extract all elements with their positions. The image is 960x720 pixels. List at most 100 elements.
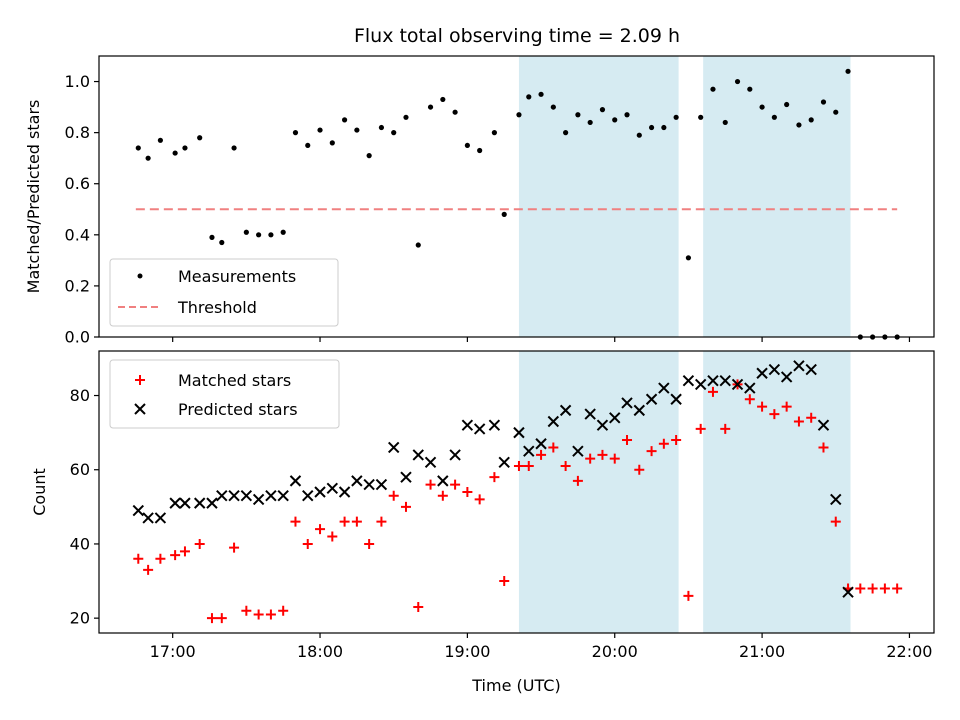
predicted-point: [830, 493, 842, 506]
measurement-point: [219, 239, 225, 246]
x-axis-label: Time (UTC): [471, 676, 560, 695]
predicted-point: [621, 397, 633, 409]
measurement-point: [685, 255, 692, 261]
measurement-point: [145, 155, 151, 161]
matched-point: [376, 516, 387, 527]
predicted-point: [817, 419, 830, 431]
measurement-point: [673, 114, 679, 120]
predicted-point: [400, 471, 412, 483]
predicted-point: [498, 456, 510, 469]
matched-point: [830, 516, 841, 527]
legend-predicted-marker: [134, 403, 146, 415]
predicted-point: [132, 504, 145, 517]
measurement-point: [243, 229, 249, 235]
measurement-point: [538, 91, 544, 97]
predicted-point: [473, 423, 486, 435]
legend-predicted-label: Predicted stars: [178, 400, 298, 419]
legend-measurements-label: Measurements: [178, 267, 296, 286]
measurement-point: [440, 96, 446, 103]
matched-point: [278, 605, 289, 616]
measurement-point: [624, 112, 630, 118]
matched-point: [229, 542, 240, 553]
predicted-point: [363, 478, 375, 491]
bottom-legend: Matched stars Predicted stars: [109, 359, 340, 429]
matched-point: [194, 538, 205, 549]
measurement-point: [516, 112, 522, 118]
bottom-ytick-label: 40: [70, 534, 90, 553]
measurement-point: [612, 117, 618, 123]
top-y-axis-label: Matched/Predicted stars: [24, 100, 43, 294]
measurement-point: [157, 137, 163, 143]
predicted-points: [132, 360, 854, 598]
matched-point: [413, 602, 424, 613]
measurement-point: [317, 127, 323, 133]
matched-point: [364, 538, 375, 549]
predicted-point: [461, 419, 474, 431]
predicted-point: [768, 363, 781, 376]
measurement-point: [427, 104, 434, 110]
xtick-label: 17:00: [150, 642, 196, 661]
matched-point: [170, 550, 181, 561]
matched-point: [450, 479, 461, 490]
matched-point: [818, 442, 829, 453]
matched-point: [474, 494, 485, 505]
matched-point: [892, 583, 903, 594]
matched-point: [351, 516, 362, 527]
bottom-axes-frame: [98, 350, 935, 634]
top-ytick-label: 0.4: [65, 225, 90, 244]
xtick-label: 22:00: [886, 642, 932, 661]
measurement-point: [599, 107, 606, 113]
matched-point: [339, 516, 350, 527]
predicted-point: [326, 482, 339, 494]
bottom-shaded-spans: [518, 351, 851, 633]
measurement-point: [722, 119, 728, 126]
matched-point: [499, 576, 510, 587]
top-shaded-spans: [518, 56, 851, 337]
measurement-point: [182, 145, 188, 151]
top-y-ticks: 0.0 0.2 0.4 0.6 0.8 1.0: [65, 72, 99, 347]
shaded-span-0: [518, 351, 679, 633]
matched-point: [241, 605, 252, 616]
predicted-point: [424, 456, 437, 469]
bottom-legend-box: [109, 359, 340, 429]
matched-point: [707, 386, 718, 397]
measurement-points: [135, 68, 900, 340]
measurement-point: [403, 114, 409, 120]
predicted-point: [756, 367, 768, 379]
measurement-point: [354, 127, 360, 133]
measurement-point: [784, 101, 790, 108]
measurement-point: [845, 68, 851, 74]
top-axes-frame: [98, 55, 935, 338]
measurement-point: [415, 242, 421, 248]
predicted-point: [216, 490, 228, 502]
legend-threshold-label: Threshold: [177, 298, 257, 317]
predicted-point: [412, 449, 424, 461]
matched-point: [265, 609, 276, 620]
matched-point: [769, 409, 780, 420]
predicted-point: [670, 393, 682, 405]
matched-point: [867, 583, 878, 594]
measurement-point: [796, 122, 802, 128]
measurement-point: [661, 124, 667, 131]
matched-point: [462, 487, 473, 497]
bottom-ytick-label: 80: [70, 386, 90, 405]
predicted-point: [277, 490, 289, 502]
measurement-point: [209, 234, 215, 240]
predicted-point: [645, 393, 658, 405]
predicted-point: [142, 512, 154, 524]
measurement-point: [292, 130, 299, 136]
measurement-point: [391, 130, 397, 136]
measurement-point: [550, 104, 556, 110]
predicted-point: [547, 415, 560, 428]
predicted-point: [302, 490, 314, 502]
bottom-y-axis-label: Count: [30, 468, 49, 516]
matched-point: [548, 442, 559, 453]
shaded-span-1: [703, 351, 851, 633]
measurement-point: [833, 109, 839, 115]
top-ytick-label: 0.6: [65, 174, 90, 193]
legend-plus-glyph: [135, 375, 145, 385]
measurement-point: [329, 140, 335, 146]
matched-point: [388, 490, 399, 501]
bottom-y-ticks: 20 40 60 80: [70, 386, 99, 628]
